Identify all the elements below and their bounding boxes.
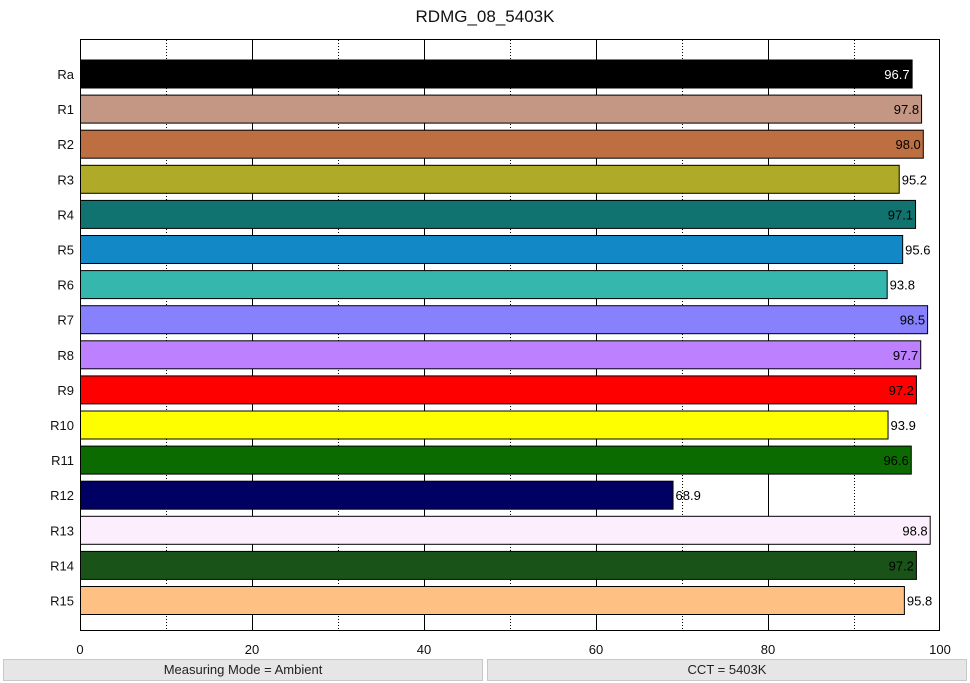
data-label: 97.2 [889,383,914,398]
bar-chart: 0 20 40 60 80 100 Ra 96.7 R1 97.8 R2 98.0 R3 95.2 R4 97… [50,39,951,657]
x-tick-label: 100 [929,642,951,657]
bar-R7 [80,305,929,335]
category-label: R7 [57,313,74,328]
bar-R9 [80,375,917,405]
status-cct: CCT = 5403K [487,659,967,681]
data-label: 96.7 [884,67,909,82]
chart-title: RDMG_08_5403K [415,7,555,26]
bar-R8 [80,340,922,370]
x-tick-label: 60 [589,642,603,657]
category-label: R2 [57,137,74,152]
data-label: 95.8 [907,594,932,609]
data-label: 93.9 [891,418,916,433]
category-label: R11 [51,453,74,468]
bar-Ra [80,59,913,89]
data-label: 96.6 [883,453,908,468]
bar-R2 [80,129,924,159]
labels: 0 20 40 60 80 100 Ra 96.7 R1 97.8 R2 98.0 R3 95.2 R4 97… [50,67,951,657]
bar-R6 [80,270,888,300]
x-tick-label: 40 [417,642,431,657]
category-label: R3 [57,172,74,187]
bar-R15 [80,586,905,615]
bars [80,59,931,615]
data-label: 98.5 [900,313,925,328]
bar-R4 [80,199,917,229]
data-label: 97.8 [894,102,919,117]
bar-R5 [80,235,904,264]
data-label: 95.2 [902,172,927,187]
bar-R1 [80,94,923,124]
bar-R14 [80,550,917,580]
plot-frame [80,39,940,631]
category-label: R12 [50,488,74,503]
category-label: R10 [50,418,74,433]
category-label: R5 [57,243,74,258]
category-label: R15 [50,594,74,609]
data-label: 93.8 [890,278,915,293]
data-label: 68.9 [676,488,701,503]
category-label: R8 [57,348,74,363]
category-label: R14 [50,558,74,573]
category-label: R9 [57,383,74,398]
bar-R13 [80,515,931,545]
data-label: 95.6 [905,243,930,258]
bar-R12 [80,480,674,510]
x-tick-label: 20 [245,642,259,657]
data-label: 97.2 [889,558,914,573]
category-label: Ra [57,67,74,82]
x-tick-label: 0 [76,642,83,657]
data-label: 97.7 [893,348,918,363]
data-label: 98.8 [902,523,927,538]
x-tick-label: 80 [761,642,775,657]
status-measuring-mode: Measuring Mode = Ambient [3,659,483,681]
bar-R11 [80,445,912,475]
bar-R3 [80,164,900,194]
category-label: R4 [57,207,74,222]
data-label: 97.1 [888,207,913,222]
category-label: R13 [50,523,74,538]
category-label: R1 [57,102,74,117]
bar-R10 [80,410,889,440]
data-label: 98.0 [895,137,920,152]
category-label: R6 [57,278,74,293]
